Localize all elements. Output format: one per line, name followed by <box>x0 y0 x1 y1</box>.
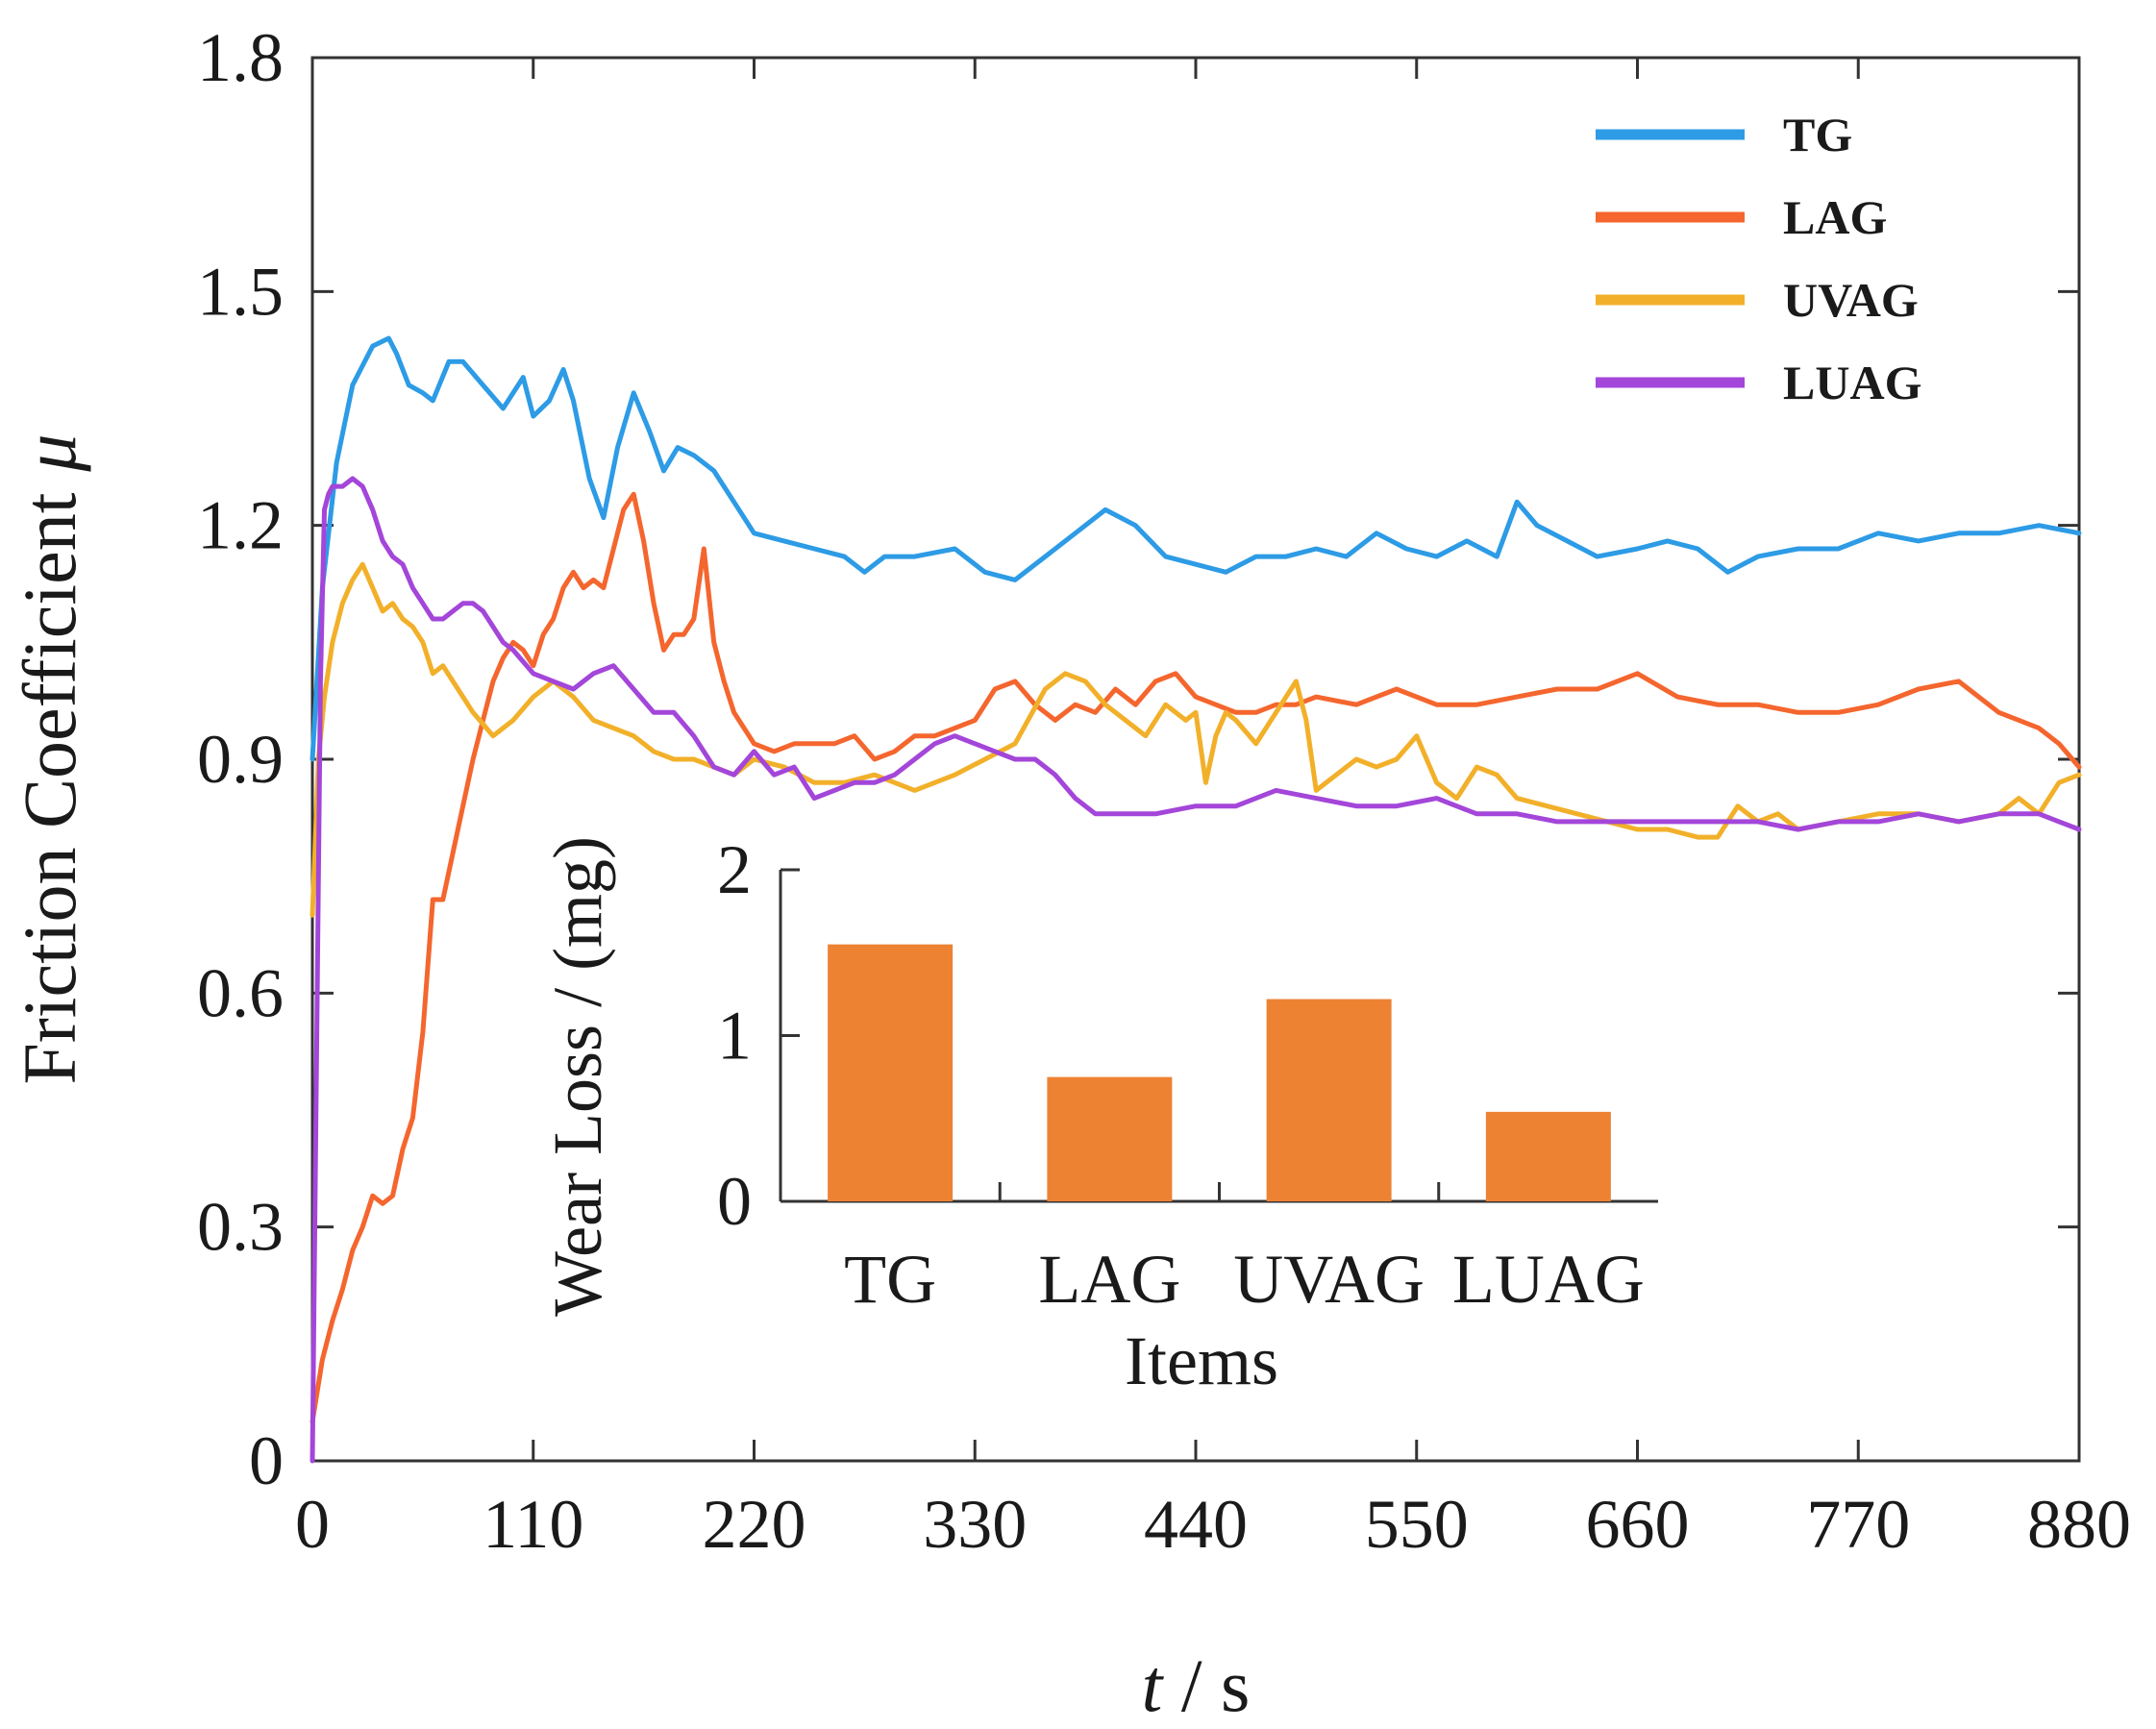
series-line-uvag <box>310 561 2082 918</box>
series-line-luag <box>310 476 2082 1464</box>
x-axis-symbol: t <box>1142 1643 1165 1727</box>
x-tick-label: 110 <box>483 1486 583 1563</box>
y-axis-label: Friction Coefficient <box>8 492 91 1084</box>
x-tick-label: 880 <box>2027 1486 2131 1563</box>
inset-bar-tg <box>828 944 954 1201</box>
main-tick-labels: 0 110 220 330 440 550 660 770 880 0 0.3 0.6 0.9 1.2 1.… <box>197 19 2131 1563</box>
x-tick-label: 440 <box>1144 1486 1248 1563</box>
inset-x-tick-label: LAG <box>1038 1241 1180 1318</box>
main-series <box>310 335 2082 1464</box>
legend-label-uvag: UVAG <box>1783 273 1919 327</box>
inset-x-tick-label: UVAG <box>1233 1241 1425 1318</box>
y-tick-label: 0.9 <box>197 721 284 798</box>
x-axis-unit: / s <box>1162 1643 1250 1727</box>
y-tick-label: 0.3 <box>197 1189 284 1266</box>
inset-x-tick-label: LUAG <box>1452 1241 1645 1318</box>
inset-x-axis-title: Items <box>1125 1322 1278 1399</box>
y-tick-label: 1.2 <box>197 487 284 564</box>
legend-label-luag: LUAG <box>1783 356 1921 409</box>
y-tick-label: 0.6 <box>197 954 284 1031</box>
legend: TG LAG UVAG LUAG <box>1596 108 1921 409</box>
legend-label-lag: LAG <box>1783 190 1887 244</box>
inset-y-axis-title: Wear Loss / (mg) <box>539 836 616 1317</box>
y-tick-label: 1.5 <box>197 253 284 330</box>
series-line-tg <box>310 335 2082 762</box>
inset-y-tick-label: 1 <box>717 998 752 1074</box>
y-tick-label: 0 <box>249 1422 284 1499</box>
inset-labels: 0 1 2 TG LAG UVAG LUAG <box>717 831 1645 1318</box>
x-tick-label: 0 <box>295 1486 330 1563</box>
legend-label-tg: TG <box>1783 108 1852 161</box>
x-tick-label: 550 <box>1365 1486 1469 1563</box>
main-ticks <box>310 56 2081 1463</box>
inset-bars <box>828 944 1611 1201</box>
y-axis-title: Friction Coefficient μ <box>8 433 91 1084</box>
inset-bar-chart: 0 1 2 TG LAG UVAG LUAG Wear Loss / (mg) Items <box>539 831 1658 1399</box>
series-line-lag <box>310 491 2082 1424</box>
y-tick-label: 1.8 <box>197 19 284 96</box>
inset-bar-lag <box>1047 1076 1173 1201</box>
inset-bar-uvag <box>1266 999 1392 1201</box>
y-axis-symbol: μ <box>8 433 91 472</box>
inset-y-tick-label: 0 <box>717 1163 752 1240</box>
x-tick-label: 660 <box>1586 1486 1690 1563</box>
inset-y-tick-label: 2 <box>717 831 752 908</box>
inset-bar-luag <box>1485 1111 1611 1201</box>
x-tick-label: 330 <box>923 1486 1027 1563</box>
x-tick-label: 770 <box>1806 1486 1910 1563</box>
inset-x-tick-label: TG <box>844 1241 936 1318</box>
x-tick-label: 220 <box>703 1486 806 1563</box>
x-axis-title: t / s <box>1142 1643 1251 1727</box>
